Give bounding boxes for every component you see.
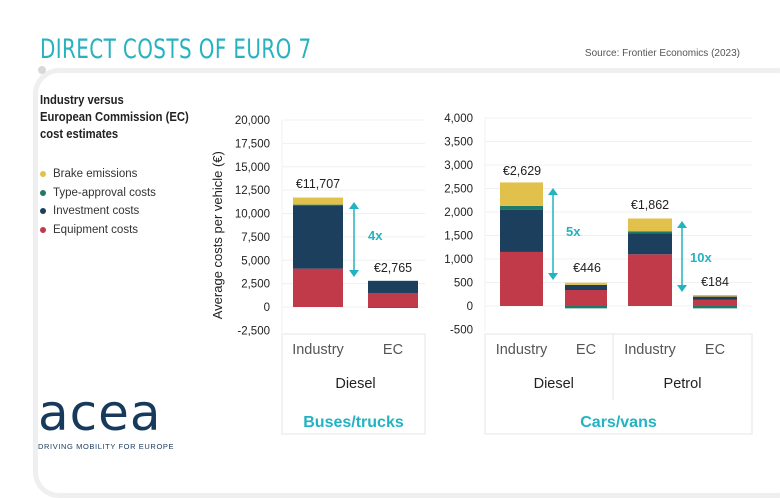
y-tick-label: 0 (467, 301, 473, 313)
legend: Brake emissions Type-approval costs Inve… (40, 165, 156, 239)
subtitle-line: European Commission (EC) (40, 110, 189, 124)
arrow-up-icon (349, 202, 359, 209)
y-tick-label: 1,500 (444, 231, 473, 243)
vehicle-group-label: Cars/vans (580, 414, 657, 431)
chart-subtitle: Industry versus European Commission (EC)… (40, 92, 189, 143)
bar-segment-type-approval-costs (293, 204, 343, 206)
y-tick-label: 12,500 (235, 185, 270, 197)
bar-segment-type-approval-costs (693, 306, 737, 309)
arrow-down-icon (548, 273, 558, 280)
category-label: Industry (292, 342, 344, 358)
y-tick-label: 15,000 (235, 162, 270, 174)
legend-dot-icon (40, 226, 46, 233)
legend-item-brake: Brake emissions (40, 165, 156, 184)
logo-wordmark: acea (38, 384, 162, 442)
charts-svg: 20,000 17,500 15,000 12,500 10,000 7,500 5,000… (210, 113, 753, 435)
y-tick-label: 5,000 (241, 255, 270, 267)
decorative-dot (38, 66, 46, 74)
ratio-label: 5x (566, 224, 581, 239)
page-title: DIRECT COSTS OF EURO 7 (40, 34, 312, 65)
legend-dot-icon (40, 189, 46, 196)
y-tick-label: 7,500 (241, 232, 270, 244)
subtitle-line: Industry versus (40, 93, 124, 107)
bar-segment-investment-costs (368, 280, 418, 293)
bar-segment-investment-costs (293, 205, 343, 269)
category-label: EC (705, 342, 725, 358)
category-label: EC (576, 342, 596, 358)
y-tick-label: 20,000 (235, 115, 270, 127)
bar-segment-investment-costs (693, 296, 737, 300)
bar-segment-type-approval-costs (628, 231, 672, 234)
bar-segment-equipment-costs (500, 251, 543, 306)
bar-segment-brake-emissions (293, 197, 343, 205)
bar-segment-equipment-costs (693, 299, 737, 306)
logo-tagline: DRIVING MOBILITY FOR EUROPE (38, 442, 175, 451)
legend-dot-icon (40, 171, 46, 178)
y-tick-label: 17,500 (235, 138, 270, 150)
y-tick-label: 3,500 (444, 137, 473, 149)
bar-segment-brake-emissions (628, 218, 672, 232)
bar-total-label: €2,629 (503, 164, 541, 178)
category-label: Industry (624, 342, 676, 358)
bar-segment-equipment-costs (368, 292, 418, 307)
arrow-down-icon (349, 270, 359, 277)
y-tick-label: 10,000 (235, 209, 270, 221)
acea-logo: acea DRIVING MOBILITY FOR EUROPE (38, 384, 174, 452)
fuel-group-label: Petrol (664, 376, 702, 392)
y-tick-label: 2,000 (444, 207, 473, 219)
category-panel (484, 333, 753, 435)
legend-item-equipment: Equipment costs (40, 221, 156, 240)
arrow-up-icon (677, 221, 687, 228)
bar-segment-type-approval-costs (368, 307, 418, 308)
bar-segment-investment-costs (565, 284, 607, 291)
ratio-label: 4x (368, 228, 383, 243)
y-tick-label: 3,000 (444, 160, 473, 172)
y-axis-label: Average costs per vehicle (€) (210, 151, 225, 319)
bar-total-label: €184 (701, 275, 729, 289)
y-tick-label: 1,000 (444, 254, 473, 266)
bar-segment-equipment-costs (565, 290, 607, 306)
bar-segment-investment-costs (628, 233, 672, 255)
category-panel (281, 333, 426, 435)
bar-segment-brake-emissions (693, 295, 737, 297)
y-tick-label: 500 (454, 278, 473, 290)
legend-label: Brake emissions (53, 168, 138, 181)
bar-segment-brake-emissions (565, 282, 607, 285)
source-note: Source: Frontier Economics (2023) (584, 48, 740, 59)
ratio-label: 10x (690, 250, 712, 265)
legend-dot-icon (40, 208, 46, 215)
arrow-up-icon (548, 188, 558, 195)
y-tick-label: -500 (450, 325, 473, 337)
bar-total-label: €2,765 (374, 261, 412, 275)
legend-item-type-approval: Type-approval costs (40, 184, 156, 203)
y-tick-label: 4,000 (444, 113, 473, 125)
legend-label: Equipment costs (53, 223, 139, 236)
category-label: Industry (496, 342, 548, 358)
bar-total-label: €1,862 (631, 198, 669, 212)
legend-label: Investment costs (53, 205, 140, 218)
fuel-group-label: Diesel (335, 376, 375, 392)
y-tick-label: -2,500 (237, 325, 270, 337)
fuel-group-label: Diesel (534, 376, 574, 392)
legend-item-investment: Investment costs (40, 202, 156, 221)
bar-segment-investment-costs (500, 209, 543, 252)
bar-total-label: €11,707 (296, 177, 340, 191)
bar-total-label: €446 (573, 261, 601, 275)
legend-label: Type-approval costs (53, 186, 156, 199)
bar-segment-equipment-costs (293, 268, 343, 307)
bar-segment-brake-emissions (500, 182, 543, 206)
bar-segment-type-approval-costs (500, 205, 543, 210)
y-tick-label: 2,500 (241, 279, 270, 291)
bar-segment-equipment-costs (628, 254, 672, 306)
bar-segment-type-approval-costs (565, 306, 607, 309)
arrow-down-icon (677, 285, 687, 292)
y-tick-label: 2,500 (444, 184, 473, 196)
subtitle-line: cost estimates (40, 127, 119, 141)
category-label: EC (383, 342, 403, 358)
vehicle-group-label: Buses/trucks (303, 414, 404, 431)
y-tick-label: 0 (264, 302, 270, 314)
